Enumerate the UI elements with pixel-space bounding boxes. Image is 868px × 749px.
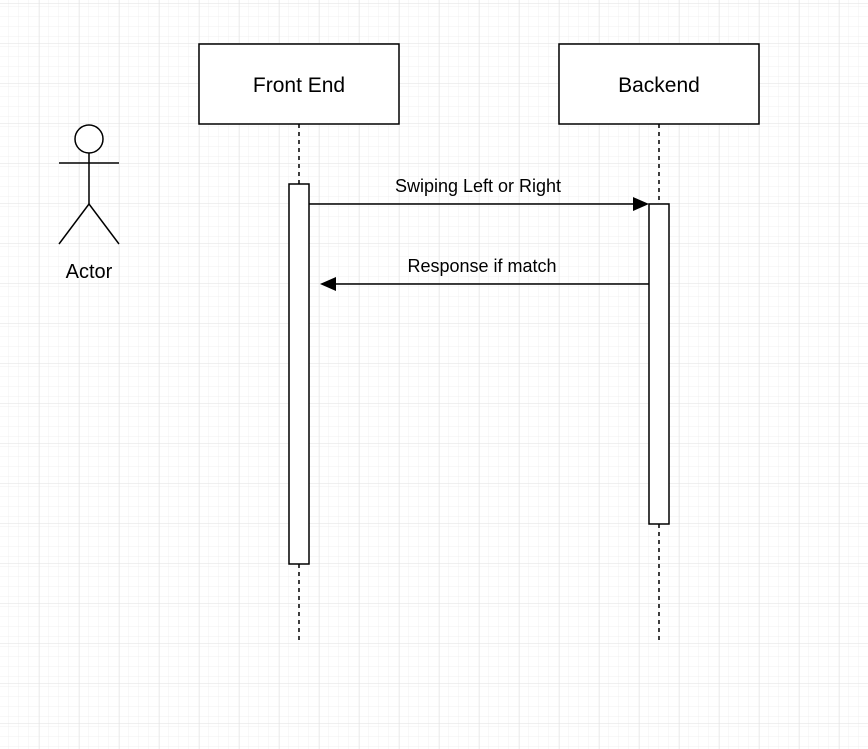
stick-figure-icon xyxy=(58,124,120,245)
actor-label: Actor xyxy=(66,261,113,283)
backend-activation-bar[interactable] xyxy=(648,203,670,525)
message-swiping-label: Swiping Left or Right xyxy=(395,176,561,196)
message-response[interactable]: Response if match xyxy=(320,256,649,291)
backend-header-box[interactable] xyxy=(558,43,760,125)
message-response-arrowhead xyxy=(320,277,336,291)
backend-label: Backend xyxy=(618,74,700,97)
message-response-label: Response if match xyxy=(407,256,556,276)
front-end-header-box[interactable] xyxy=(198,43,400,125)
message-swiping[interactable]: Swiping Left or Right xyxy=(309,176,649,211)
lifeline-backend[interactable]: Backend xyxy=(558,43,760,644)
front-end-activation-bar[interactable] xyxy=(288,183,310,565)
front-end-label: Front End xyxy=(253,74,345,97)
lifeline-front-end[interactable]: Front End xyxy=(198,43,400,644)
actor[interactable]: Actor xyxy=(58,124,120,283)
message-swiping-arrowhead xyxy=(633,197,649,211)
